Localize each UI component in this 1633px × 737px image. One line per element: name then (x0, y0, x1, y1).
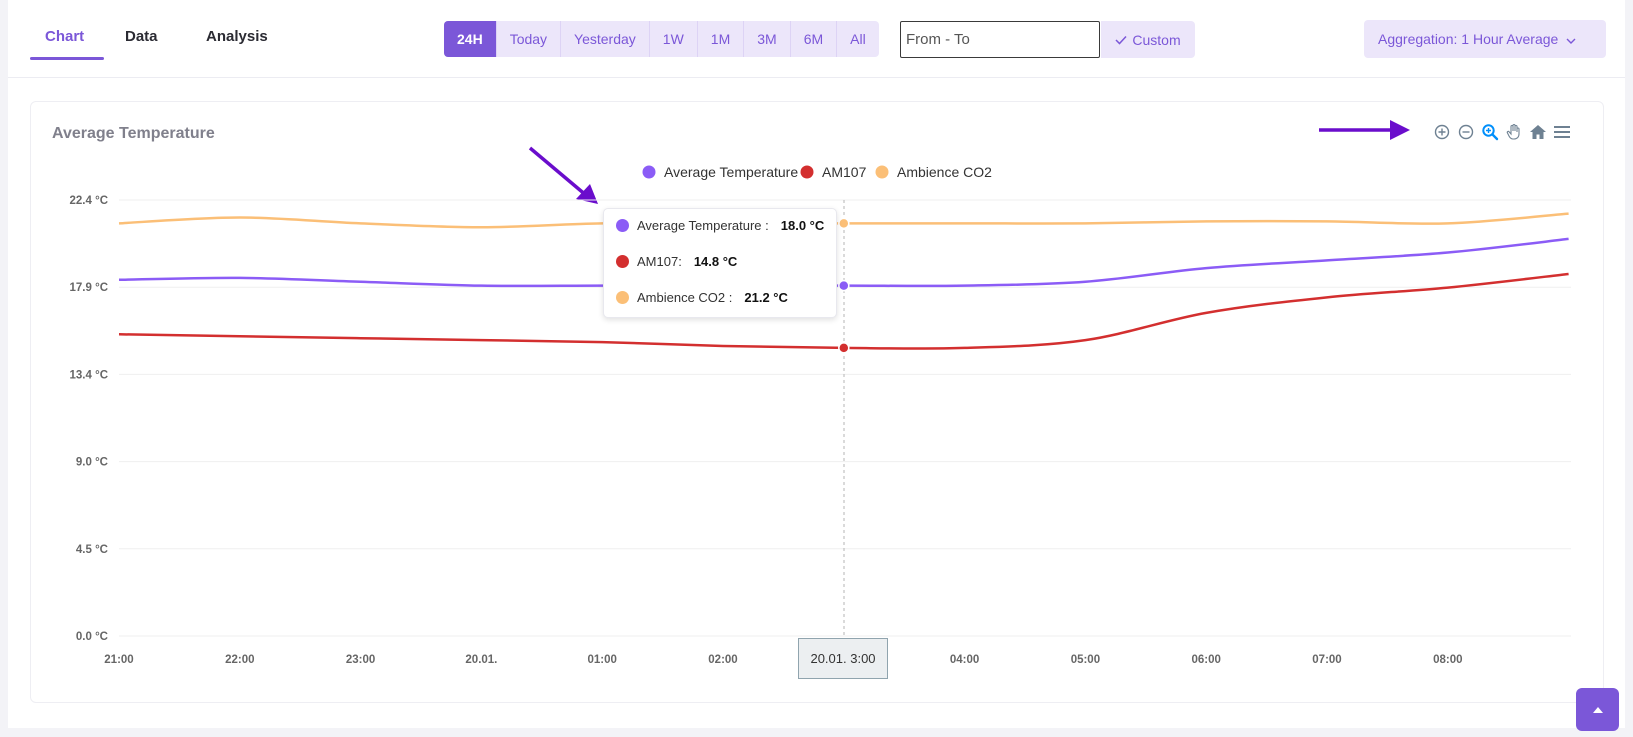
check-icon (1115, 32, 1127, 48)
legend-marker-1 (800, 165, 814, 179)
date-range-input[interactable] (900, 21, 1100, 58)
pan-hand-icon[interactable] (1504, 122, 1524, 142)
active-tab-indicator (30, 57, 104, 60)
x-axis-tooltip: 20.01. 3:00 (798, 638, 888, 679)
legend-label-0: Average Temperature (664, 164, 798, 180)
x-tick-label: 23:00 (346, 654, 375, 666)
chart-legend: Average Temperature AM107 Ambience CO2 (642, 164, 992, 180)
tooltip-row-am107: AM107: 14.8 °C (616, 254, 737, 269)
tab-chart[interactable]: Chart (45, 28, 85, 45)
series-dot-icon (616, 255, 629, 268)
zoom-in-icon[interactable] (1432, 122, 1452, 142)
time-range-selector: 24H Today Yesterday 1W 1M 3M 6M All (444, 21, 879, 57)
y-tick-label: 0.0 °C (76, 631, 108, 643)
range-6m-button[interactable]: 6M (791, 21, 838, 57)
x-tick-label: 05:00 (1071, 654, 1100, 666)
tooltip-row-average-temperature: Average Temperature : 18.0 °C (616, 218, 824, 233)
y-tick-label: 4.5 °C (76, 544, 108, 556)
series-dot-icon (616, 219, 629, 232)
y-tick-label: 9.0 °C (76, 457, 108, 469)
scroll-to-top-button[interactable] (1576, 688, 1619, 731)
selection-zoom-icon[interactable] (1480, 122, 1500, 142)
x-tick-label: 08:00 (1433, 654, 1462, 666)
annotation-arrow-toolbar (1319, 120, 1410, 140)
legend-label-2: Ambience CO2 (897, 164, 992, 180)
tab-data[interactable]: Data (125, 28, 158, 45)
legend-marker-2 (875, 165, 889, 179)
series-line-1 (118, 272, 1569, 350)
chart-title: Average Temperature (52, 125, 215, 142)
x-tick-label: 21:00 (104, 654, 133, 666)
chart-card-border (30, 101, 1604, 703)
annotation-arrow-tooltip (528, 146, 598, 204)
range-1m-button[interactable]: 1M (698, 21, 745, 57)
range-yesterday-button[interactable]: Yesterday (561, 21, 650, 57)
chart-toolbar (1432, 122, 1572, 142)
caret-up-icon (1592, 701, 1604, 719)
y-tick-label: 22.4 °C (70, 195, 108, 207)
y-tick-label: 13.4 °C (70, 369, 108, 381)
x-tick-label: 20.01. (465, 654, 497, 666)
tooltip-row-ambience-co2: Ambience CO2 : 21.2 °C (616, 290, 788, 305)
x-axis-labels: 21:0022:0023:0020.01.01:0002:0003:0004:0… (104, 654, 1462, 666)
menu-icon[interactable] (1552, 122, 1572, 142)
x-tick-label: 04:00 (950, 654, 979, 666)
y-axis-labels: 22.4 °C 17.9 °C 13.4 °C 9.0 °C 4.5 °C 0.0 °C (70, 195, 108, 643)
y-tick-label: 17.9 °C (70, 282, 108, 294)
x-tick-label: 22:00 (225, 654, 254, 666)
hover-marker-0 (838, 279, 850, 292)
tooltip-series-name: Ambience CO2 : (637, 290, 733, 305)
range-24h-button[interactable]: 24H (444, 21, 497, 57)
series-dot-icon (616, 291, 629, 304)
custom-range-button[interactable]: Custom (1101, 21, 1195, 58)
tooltip-series-name: AM107: (637, 254, 682, 269)
aggregation-label: Aggregation: 1 Hour Average (1378, 31, 1559, 47)
hover-marker-1 (838, 342, 850, 354)
series-line-0 (118, 237, 1569, 288)
hover-markers (838, 217, 850, 354)
legend-marker-0 (642, 165, 656, 179)
chevron-down-icon (1566, 31, 1576, 47)
range-today-button[interactable]: Today (497, 21, 562, 57)
range-3m-button[interactable]: 3M (744, 21, 791, 57)
x-tick-label: 01:00 (587, 654, 616, 666)
x-tick-label: 06:00 (1191, 654, 1220, 666)
chart-card (8, 78, 1625, 728)
tab-analysis[interactable]: Analysis (206, 28, 268, 45)
zoom-out-icon[interactable] (1456, 122, 1476, 142)
tooltip-series-value: 21.2 °C (744, 290, 788, 305)
aggregation-dropdown[interactable]: Aggregation: 1 Hour Average (1364, 20, 1606, 58)
legend-label-1: AM107 (822, 164, 867, 180)
custom-range-label: Custom (1132, 31, 1181, 48)
home-reset-icon[interactable] (1528, 122, 1548, 142)
chart-tooltip: Average Temperature : 18.0 °C AM107: 14.… (603, 208, 837, 318)
tooltip-series-value: 14.8 °C (693, 254, 738, 269)
range-1w-button[interactable]: 1W (650, 21, 698, 57)
x-tick-label: 07:00 (1312, 654, 1341, 666)
chart-grid (119, 199, 1571, 637)
tooltip-series-name: Average Temperature : (637, 218, 769, 233)
hover-marker-2 (838, 217, 850, 230)
x-tick-label: 02:00 (708, 654, 737, 666)
tooltip-series-value: 18.0 °C (780, 218, 825, 233)
range-all-button[interactable]: All (850, 31, 866, 47)
